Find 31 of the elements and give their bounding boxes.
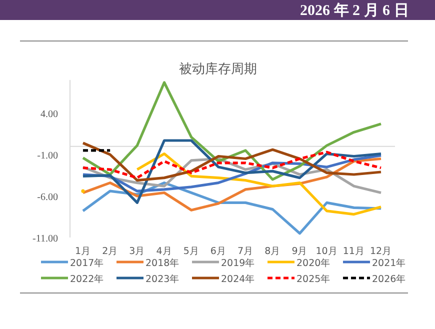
text: 2026 年 2 月 6 日 [300, 2, 409, 19]
legend-label: 2018年 [146, 257, 180, 269]
legend-label: 2023年 [146, 273, 180, 285]
y-tick-label: -1.00 [37, 150, 58, 162]
x-tick-label: 9月 [292, 246, 308, 257]
x-tick-label: 12月 [370, 246, 392, 257]
x-tick-label: 10月 [316, 246, 338, 257]
legend-label: 2025年 [296, 273, 331, 285]
x-tick-label: 3月 [129, 246, 146, 257]
x-tick-label: 7月 [238, 246, 254, 257]
line-series [82, 142, 382, 182]
x-tick-label: 6月 [210, 246, 226, 257]
x-tick-label: 2月 [102, 246, 118, 257]
x-tick-label: 4月 [156, 246, 172, 257]
x-tick-label: 5月 [183, 246, 200, 257]
x-tick-label: 11月 [342, 246, 365, 257]
legend-label: 2024年 [221, 273, 256, 285]
y-tick-label: 4.00 [40, 109, 58, 120]
line-series [82, 150, 382, 180]
legend-label: 2019年 [221, 257, 256, 269]
legend-label: 2020年 [296, 257, 331, 269]
x-tick-label: 8月 [264, 246, 281, 257]
legend-label: 2022年 [70, 273, 104, 285]
x-tick-label: 1月 [74, 246, 92, 257]
chart-title: 被动库存周期 [179, 62, 257, 77]
legend-label: 2026年 [372, 273, 406, 285]
legend-label: 2017年 [70, 257, 104, 269]
line-series [82, 139, 382, 204]
legend-label: 2021年 [372, 257, 406, 269]
y-tick-label: -6.00 [37, 192, 58, 204]
y-tick-label: -11.00 [32, 234, 58, 244]
